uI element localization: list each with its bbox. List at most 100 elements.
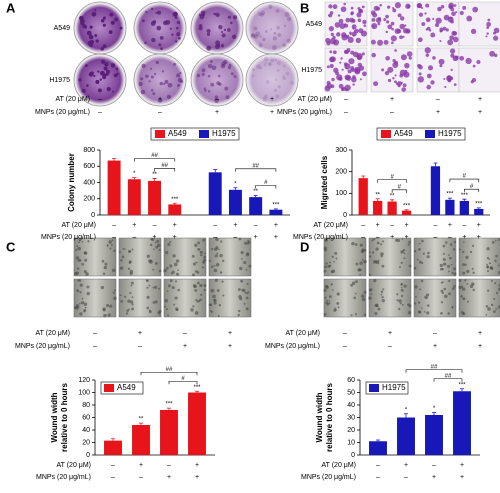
colony (286, 38, 291, 44)
colony (159, 81, 163, 86)
cell (119, 266, 124, 270)
treatment-sign: + (390, 234, 394, 241)
cell (175, 308, 179, 312)
cell (86, 291, 90, 296)
colony (283, 24, 287, 28)
colony (206, 45, 212, 51)
treatment-sign: + (195, 474, 199, 481)
cell (361, 294, 365, 298)
treatment-sign: + (153, 234, 157, 241)
cell (371, 17, 376, 22)
treatment-sign: + (233, 222, 237, 229)
treatment-label: MNPs (20 μg/mL) (15, 343, 70, 350)
cell (383, 18, 387, 22)
cell (375, 17, 382, 23)
colony (207, 90, 211, 93)
bracket (168, 380, 198, 385)
cell (459, 11, 464, 16)
cell (173, 303, 176, 306)
cell (439, 40, 442, 43)
bar (453, 391, 471, 455)
colony (218, 82, 222, 86)
cell (461, 311, 465, 315)
cell (84, 306, 87, 309)
significance-mark: *** (171, 197, 179, 203)
cell (418, 247, 421, 251)
cell (248, 264, 252, 268)
y-tick-label: 0 (86, 452, 90, 459)
cell (486, 269, 490, 273)
cell (459, 248, 461, 251)
colony (214, 98, 219, 103)
colony (82, 24, 87, 29)
cell (108, 240, 112, 244)
legend-swatch (369, 384, 379, 392)
colony (141, 63, 146, 69)
treatment-sign: – (376, 234, 380, 241)
cell (370, 292, 373, 295)
wound-image (163, 278, 207, 318)
cell (493, 297, 496, 300)
dish-stain (136, 56, 184, 104)
cell (497, 305, 500, 309)
cell (352, 83, 355, 86)
treatment-sign: – (153, 222, 157, 229)
cell (352, 51, 359, 58)
colony (152, 92, 156, 96)
cell (203, 258, 207, 262)
colony (270, 28, 273, 31)
cell (219, 253, 223, 258)
treatment-sign: – (344, 109, 348, 116)
cell (470, 80, 474, 84)
treatment-label: AT (20 μM) (285, 330, 320, 337)
colony (206, 32, 211, 36)
cell (327, 265, 331, 268)
cell (415, 296, 417, 298)
treatment-sign: – (93, 343, 97, 350)
cell (490, 279, 493, 282)
cell (426, 296, 428, 299)
wound-image (208, 278, 252, 318)
colony (264, 30, 268, 33)
error-bar (404, 209, 409, 211)
cell (373, 81, 379, 87)
cell (448, 292, 451, 296)
bar (459, 200, 469, 215)
significance-mark: ** (139, 417, 144, 423)
treatment-label: MNPs (20 μg/mL) (301, 474, 356, 481)
colony (213, 12, 217, 16)
cell (213, 264, 216, 267)
cell (150, 237, 153, 241)
cell (377, 39, 384, 46)
colony (221, 61, 226, 67)
bar (358, 178, 368, 215)
bracket-label: # (470, 184, 474, 190)
y-axis-title: relative to 0 hours (325, 383, 334, 452)
y-tick-label: 40 (82, 427, 90, 434)
cell (102, 308, 106, 312)
cell (326, 65, 330, 69)
cell (146, 279, 149, 282)
cell (401, 304, 404, 306)
cell (167, 284, 171, 288)
cell (403, 284, 407, 288)
y-tick-label: 30 (347, 414, 355, 421)
cell (488, 258, 491, 261)
cell (125, 312, 129, 315)
cell (441, 267, 444, 271)
cell (74, 271, 78, 276)
colony (149, 67, 153, 70)
legend-swatch (155, 130, 165, 138)
treatment-sign: + (274, 222, 278, 229)
cell (392, 58, 396, 63)
cell (338, 83, 344, 89)
error-bar (375, 198, 380, 201)
cell (331, 269, 336, 273)
treatment-sign: – (390, 109, 394, 116)
bar (188, 392, 206, 455)
treatment-sign: + (404, 462, 408, 469)
cell (396, 299, 399, 302)
cell (341, 86, 346, 91)
cell (460, 295, 463, 298)
cell (448, 256, 452, 260)
